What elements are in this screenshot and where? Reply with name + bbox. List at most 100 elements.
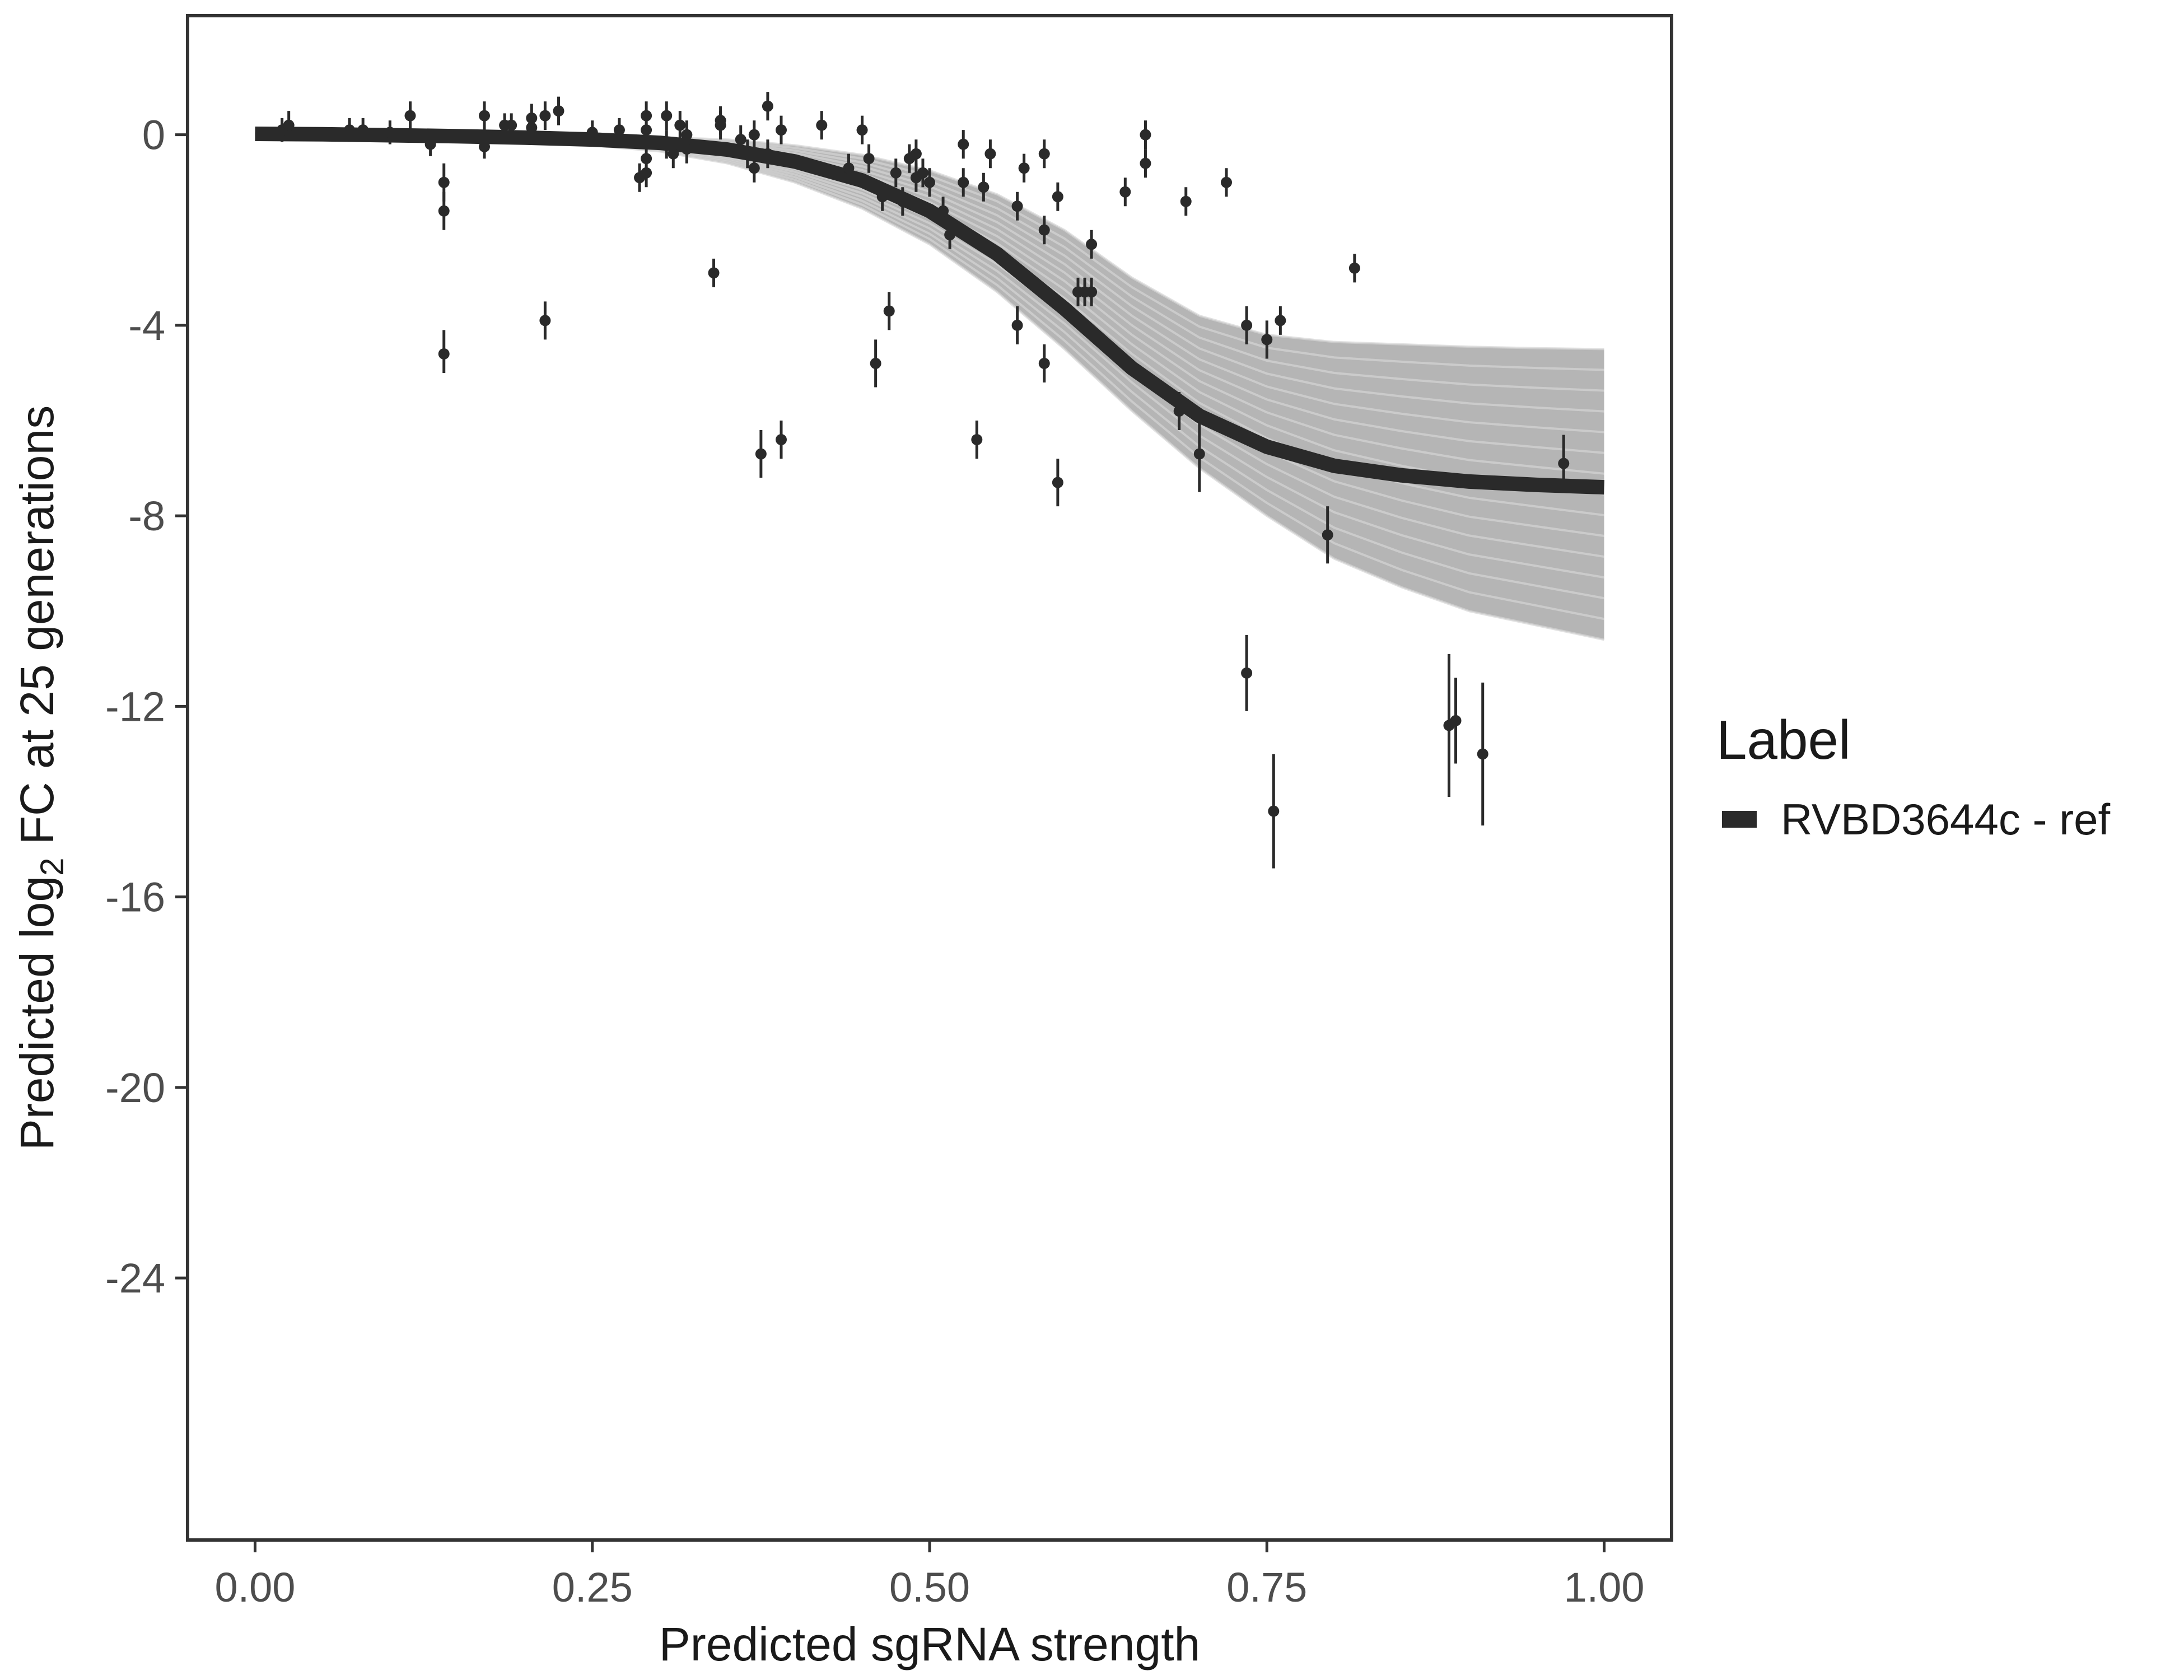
posterior-band-area xyxy=(255,132,1604,640)
data-point xyxy=(876,191,888,203)
data-point xyxy=(776,124,787,136)
data-point xyxy=(1261,334,1273,346)
data-point xyxy=(863,153,875,165)
y-axis-title: Predicted log2 FC at 25 generations xyxy=(11,405,71,1150)
data-point xyxy=(748,162,760,174)
data-point xyxy=(944,229,956,241)
y-tick-label: -12 xyxy=(105,683,165,730)
data-point xyxy=(924,176,935,188)
data-point xyxy=(856,124,868,136)
x-axis: 0.00 0.25 0.50 0.75 1.00 xyxy=(214,1540,1645,1611)
data-point xyxy=(762,100,773,112)
y-tick-label: -24 xyxy=(105,1255,165,1301)
y-tick-label: -16 xyxy=(105,874,165,921)
data-point xyxy=(1086,286,1098,298)
data-point xyxy=(424,138,436,150)
data-point xyxy=(755,448,767,460)
y-axis-title-subscript: 2 xyxy=(34,858,71,876)
data-point xyxy=(586,127,598,138)
data-point xyxy=(1018,162,1030,174)
data-point xyxy=(1558,458,1570,469)
y-tick-label: -8 xyxy=(128,493,165,539)
data-point xyxy=(479,110,490,122)
data-point xyxy=(681,143,693,155)
data-point xyxy=(1193,448,1205,460)
data-point xyxy=(984,148,996,160)
data-point xyxy=(668,148,679,160)
y-tick-label: -4 xyxy=(128,302,165,349)
legend: Label RVBD3644c - ref xyxy=(1716,709,2110,844)
data-point xyxy=(870,357,881,369)
data-point xyxy=(539,315,551,326)
data-point xyxy=(1011,200,1023,212)
data-point xyxy=(357,124,369,136)
data-point xyxy=(641,110,652,122)
data-point xyxy=(890,167,902,179)
x-tick-label: 0.25 xyxy=(552,1564,633,1611)
data-point xyxy=(384,127,396,138)
x-tick-label: 0.50 xyxy=(889,1564,970,1611)
data-point xyxy=(641,153,652,165)
data-point xyxy=(958,138,969,150)
legend-title: Label xyxy=(1716,709,1851,771)
data-point xyxy=(708,267,720,279)
data-point xyxy=(1038,148,1050,160)
data-point xyxy=(661,138,673,150)
data-point xyxy=(1052,477,1063,488)
data-point xyxy=(748,129,760,141)
data-point xyxy=(762,148,773,160)
data-point xyxy=(661,110,673,122)
data-point xyxy=(479,141,490,152)
legend-entry-label: RVBD3644c - ref xyxy=(1781,795,2110,844)
data-point xyxy=(1241,319,1253,331)
data-point xyxy=(539,110,551,122)
data-point xyxy=(1268,805,1280,817)
data-point xyxy=(897,195,908,207)
data-point xyxy=(1038,224,1050,236)
data-point xyxy=(438,205,450,217)
data-point xyxy=(674,119,686,131)
data-point xyxy=(816,119,828,131)
x-tick-label: 0.75 xyxy=(1226,1564,1307,1611)
data-point xyxy=(917,167,928,179)
data-point xyxy=(506,119,517,131)
data-point xyxy=(1119,186,1131,198)
data-point xyxy=(344,124,356,136)
data-point xyxy=(438,176,450,188)
legend-key-swatch xyxy=(1722,811,1757,828)
y-tick-label: -20 xyxy=(105,1065,165,1111)
data-point xyxy=(735,134,746,146)
data-points xyxy=(276,100,1570,817)
data-point xyxy=(438,348,450,360)
data-point xyxy=(776,434,787,446)
data-point xyxy=(741,148,753,160)
data-point xyxy=(641,124,652,136)
x-tick-label: 0.00 xyxy=(214,1564,295,1611)
fit-curve xyxy=(255,126,1605,495)
y-tick-label: 0 xyxy=(142,112,165,158)
data-point xyxy=(1241,667,1253,679)
y-axis: 0 -4 -8 -12 -16 -20 -24 xyxy=(105,112,188,1301)
data-point xyxy=(1348,262,1360,274)
data-point xyxy=(910,148,922,160)
x-tick-label: 1.00 xyxy=(1564,1564,1645,1611)
data-point xyxy=(1086,239,1098,250)
data-point xyxy=(1011,319,1023,331)
data-point xyxy=(526,112,538,124)
data-point xyxy=(404,110,416,122)
data-point xyxy=(641,167,652,179)
y-axis-title-part-2: FC at 25 generations xyxy=(11,405,63,858)
data-point xyxy=(1140,129,1151,141)
data-point xyxy=(1221,176,1232,188)
data-point xyxy=(978,181,990,193)
data-point xyxy=(283,119,295,131)
data-point xyxy=(1275,315,1286,326)
fit-curve-layer xyxy=(255,126,1605,495)
data-point xyxy=(883,305,895,317)
data-point xyxy=(681,129,693,141)
data-point xyxy=(958,176,969,188)
data-point xyxy=(1038,357,1050,369)
data-point xyxy=(553,105,564,117)
data-point xyxy=(937,205,949,217)
